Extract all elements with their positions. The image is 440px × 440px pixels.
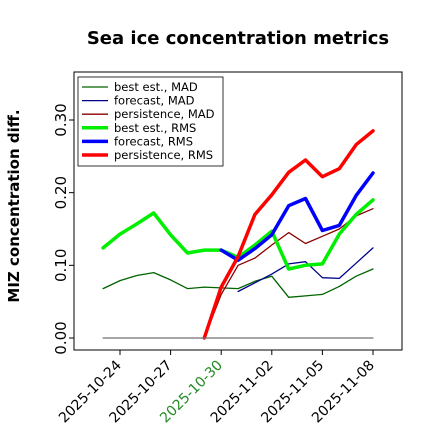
legend-box xyxy=(77,76,224,167)
plot-frame xyxy=(73,71,403,351)
legend-label: forecast, MAD xyxy=(114,94,195,108)
y-ticks: 0.00 0.10 0.20 0.30 xyxy=(52,103,74,355)
legend-label: forecast, RMS xyxy=(114,134,193,148)
series-line-4 xyxy=(219,171,375,262)
y-tick-label: 0.30 xyxy=(52,103,70,136)
y-tick-label: 0.00 xyxy=(52,321,70,354)
y-tick-label: 0.20 xyxy=(52,176,70,209)
series-line-5 xyxy=(202,129,375,340)
legend-label: best est., MAD xyxy=(114,80,198,94)
legend-label: best est., RMS xyxy=(114,121,196,135)
series-line-2 xyxy=(203,208,374,339)
series-line-0 xyxy=(102,268,374,298)
legend-label: persistence, RMS xyxy=(114,148,213,162)
x-ticks: 2025-10-242025-10-272025-10-302025-11-02… xyxy=(56,350,378,426)
legend-label: persistence, MAD xyxy=(114,107,215,121)
plot-area xyxy=(101,129,375,340)
chart-title: Sea ice concentration metrics xyxy=(87,28,389,49)
series-line-1 xyxy=(237,247,374,293)
y-axis-label: MIZ concentration diff. xyxy=(5,109,23,302)
y-tick-label: 0.10 xyxy=(52,249,70,282)
